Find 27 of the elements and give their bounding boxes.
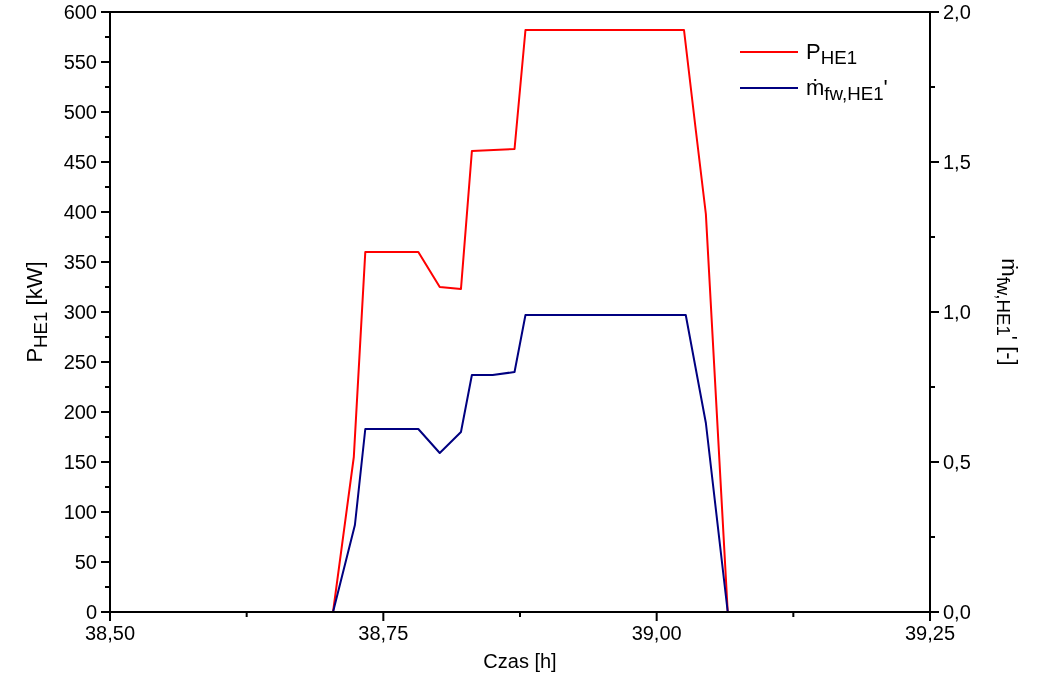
x-axis-title: Czas [h] [483, 650, 557, 672]
x-tick-label: 39,25 [904, 622, 956, 644]
line-series [332, 29, 729, 613]
y2-tick-label: 1,5 [943, 151, 971, 173]
x-tick-label: 38,50 [84, 622, 136, 644]
y-tick-label: 500 [63, 101, 97, 123]
y2-tick-label: 0,0 [943, 601, 971, 623]
y2-tick-label: 1,0 [943, 301, 971, 323]
y-tick-label: 0 [85, 601, 97, 623]
y-tick-label: 400 [63, 201, 97, 223]
y-tick-label: 300 [63, 301, 97, 323]
x-tick-label: 38,75 [358, 622, 409, 644]
y2-tick-label: 0,5 [943, 451, 971, 473]
y-tick-label: 100 [63, 501, 97, 523]
legend-label: P$_{HE1}$ [806, 39, 858, 68]
legend-label: ṁ$_{fw,HE1}$' [806, 75, 888, 104]
y-tick-label: 250 [63, 351, 97, 373]
y-tick-label: 600 [63, 1, 97, 23]
y-tick-label: 550 [63, 51, 97, 73]
y2-tick-label: 2,0 [943, 1, 971, 23]
x-tick-label: 39,00 [631, 622, 682, 644]
y-tick-label: 50 [74, 551, 97, 573]
y-tick-label: 350 [63, 251, 97, 273]
y-tick-label: 150 [63, 451, 97, 473]
y-tick-label: 450 [63, 151, 97, 173]
line-series [332, 314, 729, 613]
y-tick-label: 200 [63, 401, 97, 423]
